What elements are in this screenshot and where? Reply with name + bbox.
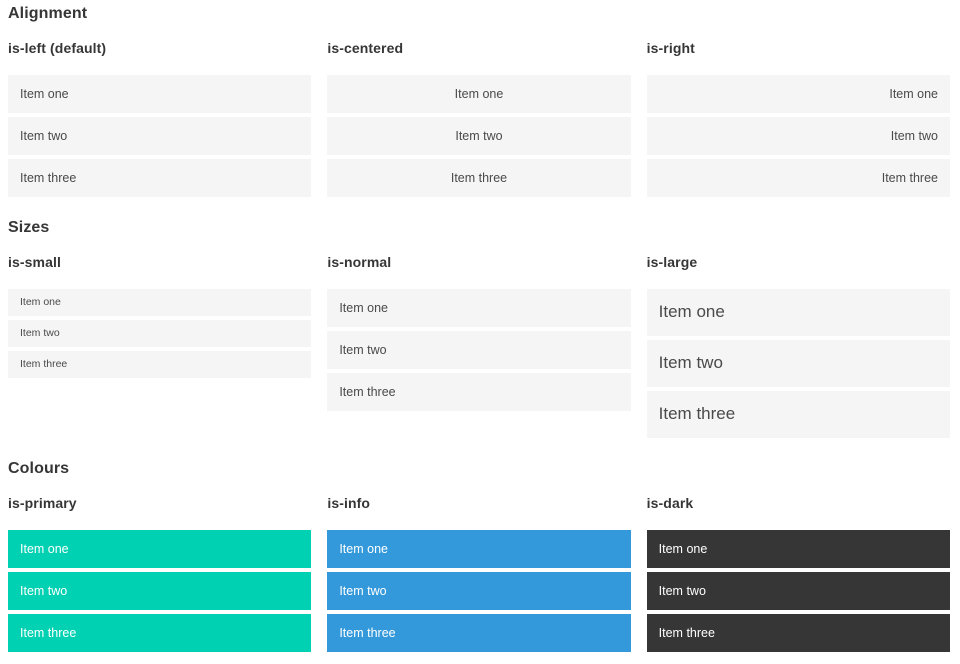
list-item[interactable]: Item three xyxy=(327,373,631,411)
list-item[interactable]: Item two xyxy=(8,117,312,155)
list-item[interactable]: Item one xyxy=(646,530,950,568)
list-item[interactable]: Item one xyxy=(646,75,950,113)
list-is-dark: Item one Item two Item three xyxy=(646,530,950,652)
column-heading-is-primary: is-primary xyxy=(8,495,77,511)
list-item[interactable]: Item two xyxy=(646,117,950,155)
sizes-grid: is-small Item one Item two Item three is… xyxy=(8,237,950,438)
list-is-centered: Item one Item two Item three xyxy=(327,75,631,197)
list-is-right: Item one Item two Item three xyxy=(646,75,950,197)
column-is-small: is-small Item one Item two Item three xyxy=(8,237,312,378)
column-is-dark: is-dark Item one Item two Item three xyxy=(646,478,950,652)
column-is-right: is-right Item one Item two Item three xyxy=(646,23,950,197)
column-is-left: is-left (default) Item one Item two Item… xyxy=(8,23,312,197)
list-item[interactable]: Item three xyxy=(8,614,312,652)
list-item[interactable]: Item three xyxy=(646,391,950,438)
list-item[interactable]: Item one xyxy=(8,75,312,113)
list-is-primary: Item one Item two Item three xyxy=(8,530,312,652)
column-heading-is-dark: is-dark xyxy=(646,495,694,511)
column-heading-is-left: is-left (default) xyxy=(8,40,107,56)
section-title-colours: Colours xyxy=(8,460,70,477)
list-is-left: Item one Item two Item three xyxy=(8,75,312,197)
list-item[interactable]: Item two xyxy=(646,572,950,610)
list-is-normal: Item one Item two Item three xyxy=(327,289,631,411)
list-is-small: Item one Item two Item three xyxy=(8,289,312,378)
colours-grid: is-primary Item one Item two Item three … xyxy=(8,478,950,652)
section-colours: Colours is-primary Item one Item two Ite… xyxy=(8,459,950,652)
list-item[interactable]: Item three xyxy=(646,159,950,197)
column-is-info: is-info Item one Item two Item three xyxy=(327,478,631,652)
list-item[interactable]: Item two xyxy=(327,572,631,610)
section-sizes: Sizes is-small Item one Item two Item th… xyxy=(8,218,950,438)
list-is-large: Item one Item two Item three xyxy=(646,289,950,438)
column-heading-is-centered: is-centered xyxy=(327,40,404,56)
list-item[interactable]: Item one xyxy=(327,530,631,568)
list-item[interactable]: Item three xyxy=(327,614,631,652)
list-item[interactable]: Item two xyxy=(8,572,312,610)
column-heading-is-info: is-info xyxy=(327,495,371,511)
list-is-info: Item one Item two Item three xyxy=(327,530,631,652)
section-title-sizes: Sizes xyxy=(8,219,50,236)
list-item[interactable]: Item two xyxy=(8,320,312,347)
alignment-grid: is-left (default) Item one Item two Item… xyxy=(8,23,950,197)
section-title-alignment: Alignment xyxy=(8,5,88,22)
column-is-primary: is-primary Item one Item two Item three xyxy=(8,478,312,652)
column-heading-is-normal: is-normal xyxy=(327,254,392,270)
column-heading-is-large: is-large xyxy=(646,254,698,270)
list-item[interactable]: Item two xyxy=(327,117,631,155)
list-item[interactable]: Item one xyxy=(327,75,631,113)
column-heading-is-right: is-right xyxy=(646,40,695,56)
column-is-normal: is-normal Item one Item two Item three xyxy=(327,237,631,411)
column-is-large: is-large Item one Item two Item three xyxy=(646,237,950,438)
list-item[interactable]: Item three xyxy=(8,159,312,197)
list-item[interactable]: Item two xyxy=(327,331,631,369)
list-item[interactable]: Item three xyxy=(8,351,312,378)
section-alignment: Alignment is-left (default) Item one Ite… xyxy=(8,4,950,197)
list-item[interactable]: Item one xyxy=(327,289,631,327)
list-item[interactable]: Item one xyxy=(8,289,312,316)
list-item[interactable]: Item three xyxy=(327,159,631,197)
list-item[interactable]: Item two xyxy=(646,340,950,387)
column-heading-is-small: is-small xyxy=(8,254,61,270)
list-item[interactable]: Item one xyxy=(8,530,312,568)
column-is-centered: is-centered Item one Item two Item three xyxy=(327,23,631,197)
list-item[interactable]: Item one xyxy=(646,289,950,336)
list-item[interactable]: Item three xyxy=(646,614,950,652)
